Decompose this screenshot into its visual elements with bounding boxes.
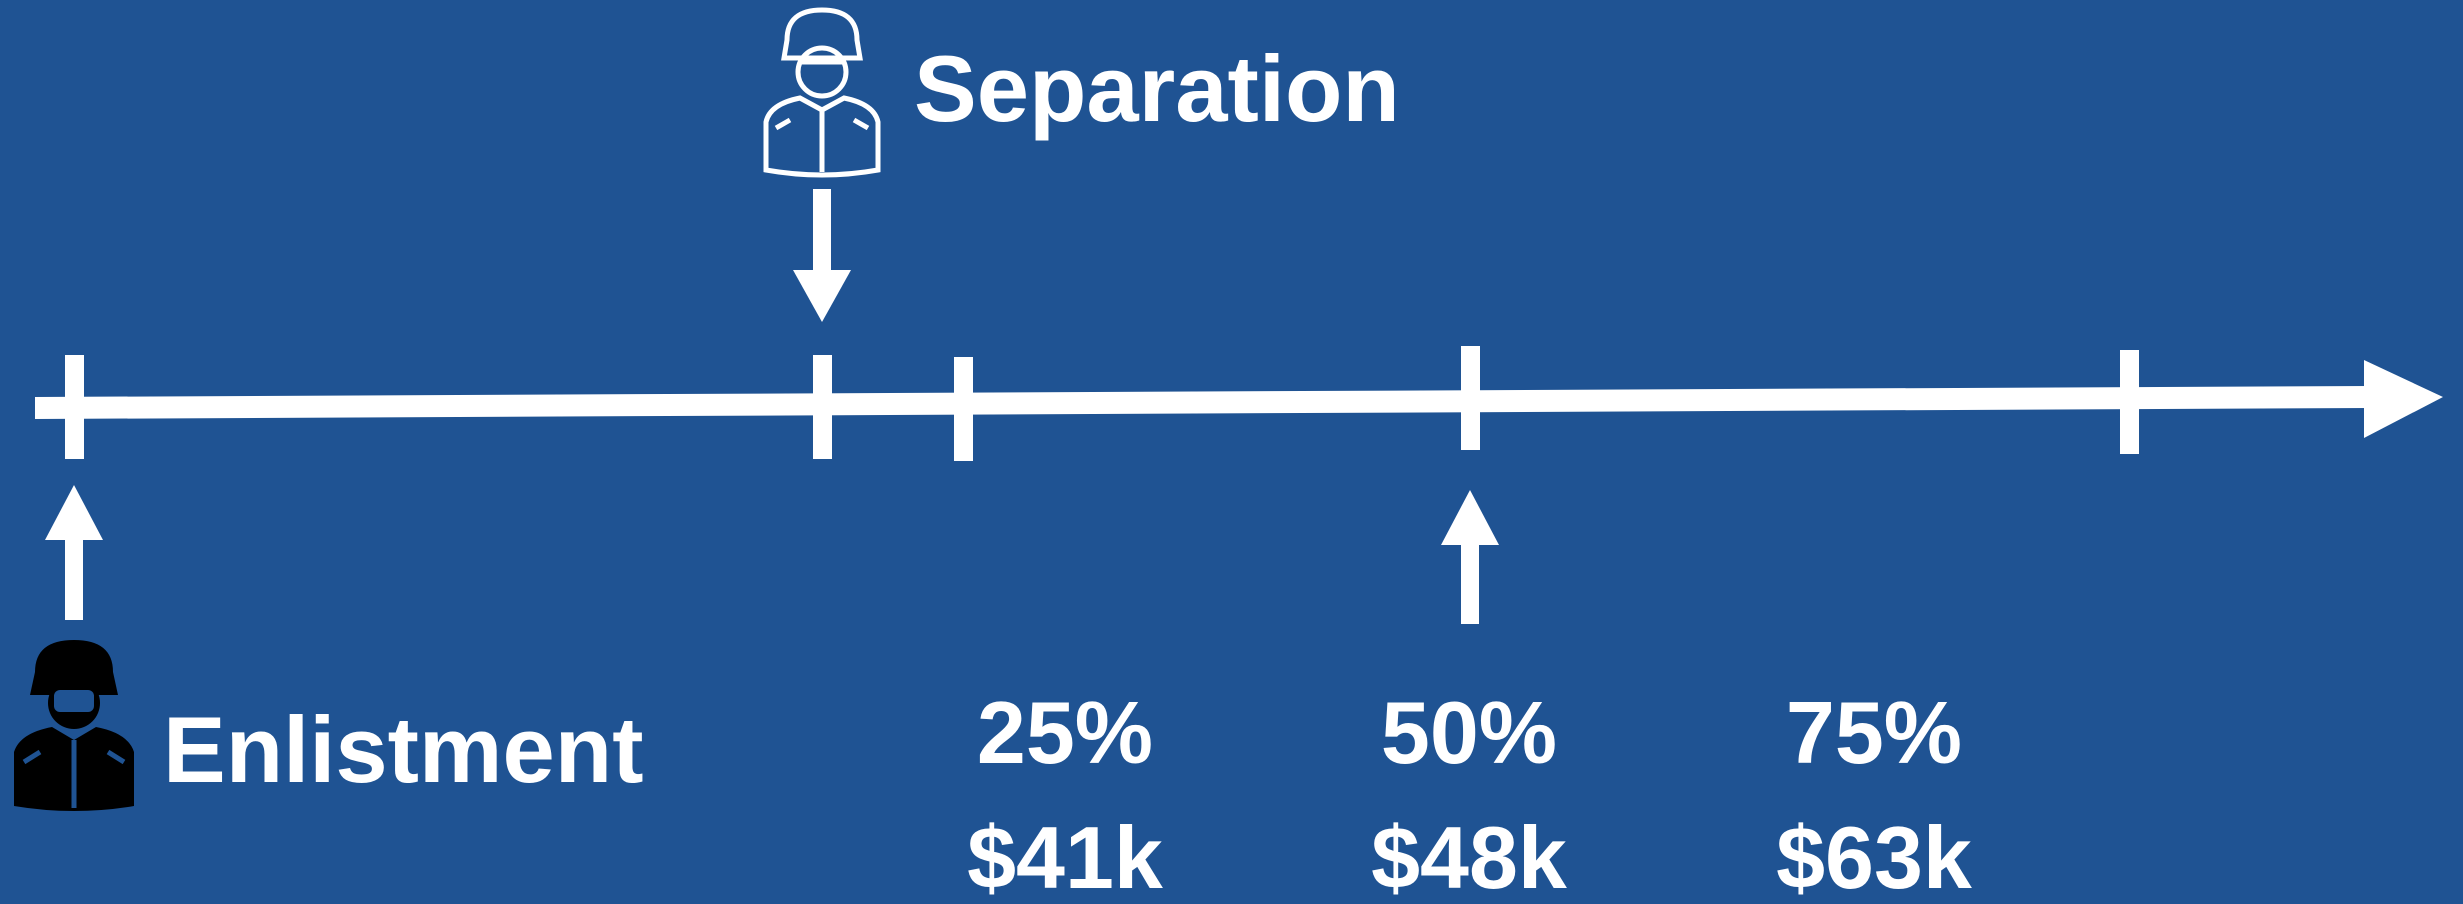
tick [954,357,973,461]
timeline-arrowhead [2364,360,2443,438]
percentile-label: 25% [977,683,1153,782]
veteran-icon [763,7,881,178]
timeline [35,386,2370,419]
tick [65,355,84,459]
soldier-visor [54,690,94,712]
separation-arrow [793,189,851,322]
percentile-label: 50% [1381,683,1557,782]
salary-label: $41k [967,808,1164,904]
enlistment-label: Enlistment [163,697,644,802]
tick [1461,346,1480,450]
ticks [65,346,2139,461]
separation-label: Separation [914,36,1400,141]
salary-label: $63k [1776,808,1973,904]
median-arrow [1441,490,1499,624]
tick [813,355,832,459]
percentile-labels: 25% $41k 50% $48k 75% $63k [967,683,1973,904]
tick [2120,350,2139,454]
soldier-details [22,740,126,808]
salary-label: $48k [1371,808,1568,904]
percentile-label: 75% [1786,683,1962,782]
enlistment-arrow [45,485,103,620]
